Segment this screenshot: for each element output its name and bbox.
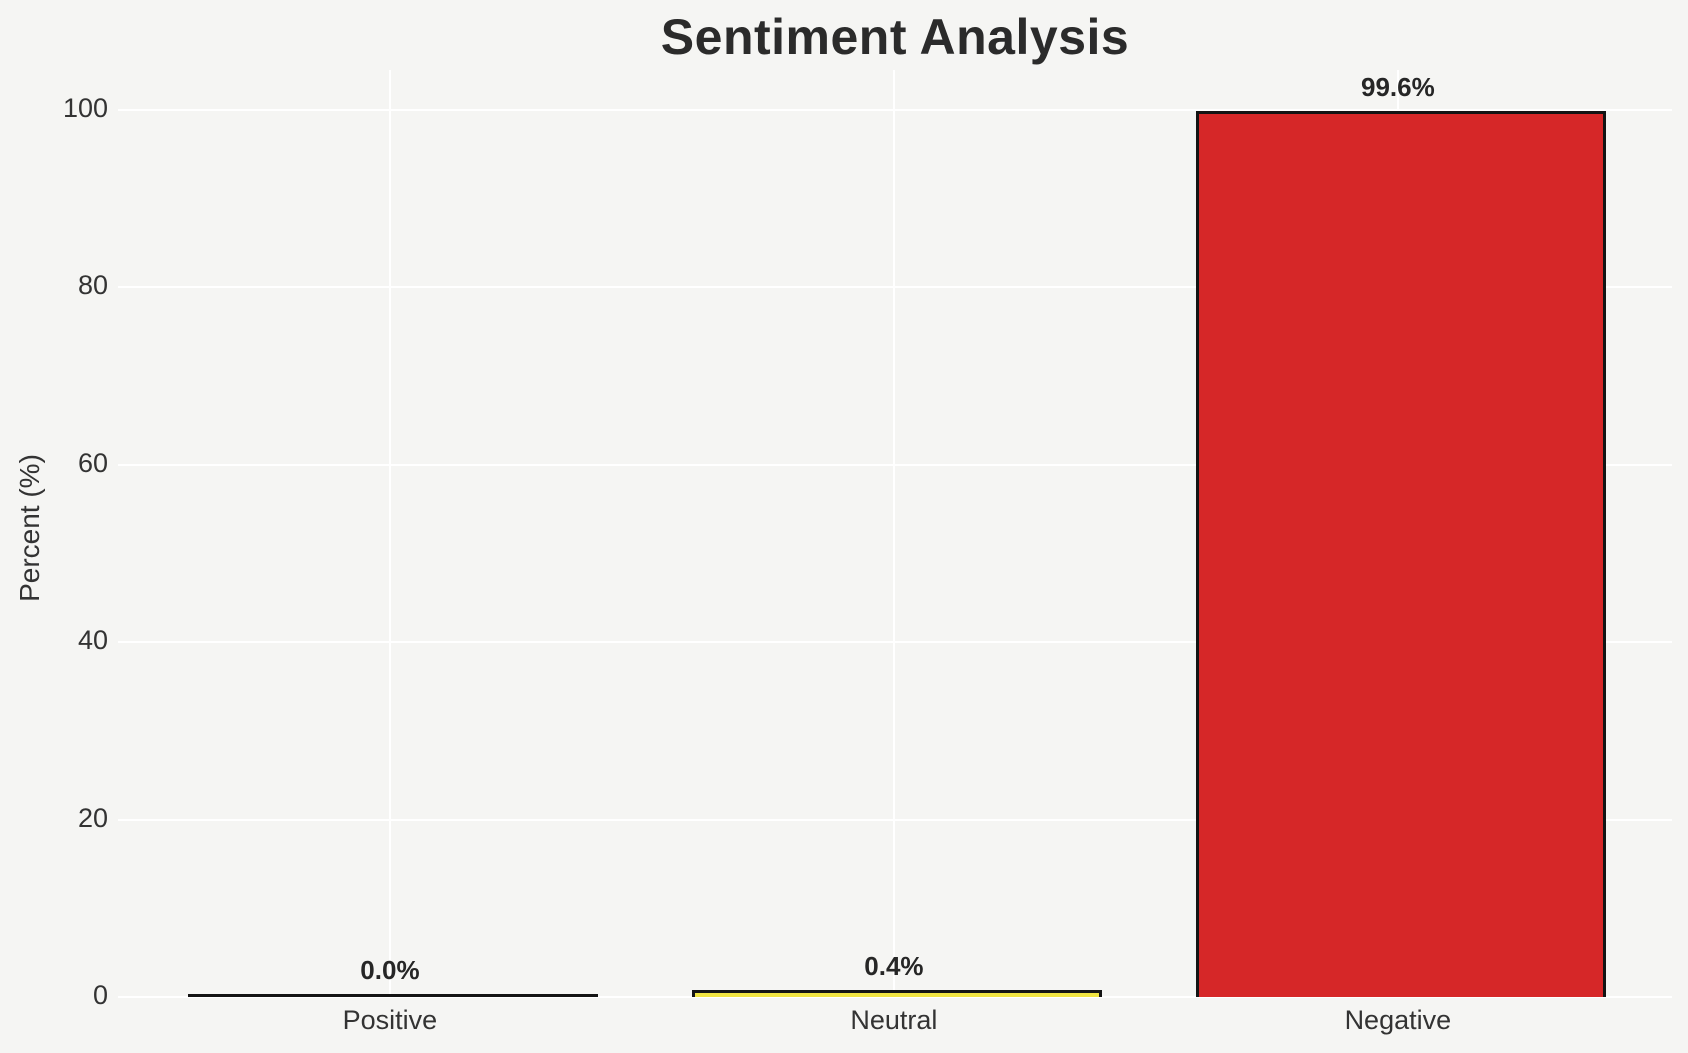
h-gridline (118, 818, 1672, 821)
y-tick-label: 40 (77, 625, 108, 656)
h-gridline (118, 641, 1672, 644)
h-gridline (118, 996, 1672, 998)
v-gridline (892, 70, 895, 997)
bar-value-label: 99.6% (1360, 71, 1435, 102)
h-gridline (118, 463, 1672, 466)
y-tick-label: 80 (77, 270, 108, 301)
y-tick-label: 60 (77, 447, 108, 478)
v-gridline (388, 70, 391, 997)
x-tick-label: Negative (1344, 1005, 1452, 1035)
bar-positive (187, 994, 598, 997)
chart-title: Sentiment Analysis (660, 9, 1130, 65)
bar-value-label: 0.0% (360, 955, 420, 985)
y-tick-label: 0 (92, 980, 108, 1010)
h-gridline (118, 109, 1672, 111)
h-gridline (118, 286, 1672, 289)
x-tick-label: Neutral (850, 1005, 938, 1035)
bar-negative (1195, 110, 1606, 997)
bar-neutral (691, 990, 1102, 997)
x-tick-label: Positive (342, 1005, 438, 1035)
bar-value-label: 0.4% (864, 951, 924, 982)
y-tick-label: 20 (77, 802, 108, 833)
y-tick-label: 100 (62, 93, 108, 123)
